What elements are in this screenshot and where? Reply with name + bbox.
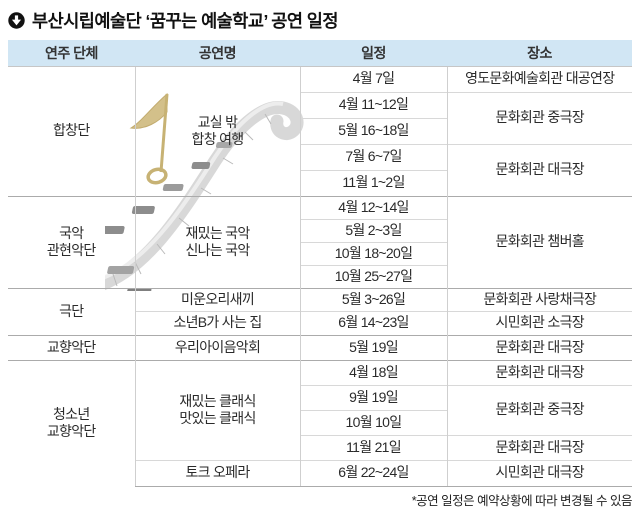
date-cell: 5월 16~18일 [299, 117, 447, 144]
date-cell: 6월 22~24일 [299, 459, 447, 487]
team-cell: 청소년 교향악단 [8, 359, 135, 486]
show-cell: 재밌는 국악 신나는 국악 [134, 195, 300, 288]
table-row: 토크 오페라 6월 22~24일 시민회관 대극장 [8, 459, 632, 487]
page-title-bar: 부산시립예술단 ‘꿈꾸는 예술학교’ 공연 일정 [8, 8, 339, 33]
venue-cell: 문화회관 대극장 [446, 143, 632, 196]
venue-cell: 시민회관 소극장 [446, 310, 632, 335]
date-cell: 11월 1~2일 [299, 169, 447, 196]
table-row: 9월 19일 문화회관 중극장 [8, 384, 632, 435]
table-row: 10월 10일 [8, 409, 632, 435]
show-cell: 재밌는 클래식 맛있는 클래식 [134, 359, 300, 460]
venue-cell: 문화회관 챔버홀 [446, 195, 632, 288]
date-cell: 10월 25~27일 [299, 264, 447, 288]
team-cell: 합창단 [8, 65, 135, 196]
page-title: 부산시립예술단 ‘꿈꾸는 예술학교’ 공연 일정 [32, 11, 339, 31]
venue-cell: 시민회관 대극장 [446, 459, 632, 487]
col-header-schedule: 일정 [300, 40, 447, 66]
table-row: 소년B가 사는 집 6월 14~23일 시민회관 소극장 [8, 310, 632, 335]
schedule-table: 연주 단체 공연명 일정 장소 합창단 교실 밖 합창 여행 4월 7일 영도문… [8, 40, 632, 487]
table-row: 11월 1~2일 [8, 169, 632, 196]
col-header-venue: 장소 [447, 40, 632, 66]
venue-cell: 문화회관 대극장 [446, 359, 632, 385]
table-row: 청소년 교향악단 재밌는 클래식 맛있는 클래식 4월 18일 문화회관 대극장 [8, 359, 632, 486]
date-cell: 10월 18~20일 [299, 241, 447, 265]
team-cell: 극단 [8, 287, 135, 335]
date-cell: 4월 7일 [299, 65, 447, 92]
date-cell: 4월 12~14일 [299, 195, 447, 219]
table-row: 5월 2~3일 [8, 218, 632, 242]
col-header-show: 공연명 [135, 40, 300, 66]
show-cell: 토크 오페라 [134, 459, 300, 487]
table-row: 합창단 교실 밖 합창 여행 4월 7일 영도문화예술회관 대공연장 [8, 65, 632, 196]
show-cell: 우리아이음악회 [134, 334, 300, 360]
show-cell: 교실 밖 합창 여행 [134, 65, 300, 196]
show-cell: 미운오리새끼 [134, 287, 300, 311]
table-row: 7월 6~7일 문화회관 대극장 [8, 143, 632, 196]
date-cell: 5월 2~3일 [299, 218, 447, 242]
date-cell: 7월 6~7일 [299, 143, 447, 170]
table-row: 5월 16~18일 [8, 117, 632, 144]
date-cell: 4월 18일 [299, 359, 447, 385]
venue-cell: 문화회관 대극장 [446, 434, 632, 460]
date-cell: 5월 19일 [299, 334, 447, 360]
table-header-row: 연주 단체 공연명 일정 장소 [8, 40, 632, 66]
circle-down-arrow-icon [8, 12, 25, 29]
table-row: 10월 18~20일 [8, 241, 632, 265]
table-row: 국악 관현악단 재밌는 국악 신나는 국악 4월 12~14일 문화회관 챔버홀 [8, 195, 632, 288]
venue-cell: 문화회관 대극장 [446, 334, 632, 360]
show-cell: 소년B가 사는 집 [134, 310, 300, 335]
footnote: *공연 일정은 예약상황에 따라 변경될 수 있음 [411, 494, 633, 508]
venue-cell: 문화회관 중극장 [446, 91, 632, 144]
table-row: 11월 21일 문화회관 대극장 [8, 434, 632, 460]
table-row: 4월 11~12일 문화회관 중극장 [8, 91, 632, 144]
table-row: 극단 미운오리새끼 5월 3~26일 문화회관 사랑채극장 [8, 287, 632, 335]
venue-cell: 영도문화예술회관 대공연장 [446, 65, 632, 92]
venue-cell: 문화회관 중극장 [446, 384, 632, 435]
date-cell: 10월 10일 [299, 409, 447, 435]
venue-cell: 문화회관 사랑채극장 [446, 287, 632, 311]
team-cell: 교향악단 [8, 334, 135, 360]
date-cell: 5월 3~26일 [299, 287, 447, 311]
table-row: 10월 25~27일 [8, 264, 632, 288]
table-row: 교향악단 우리아이음악회 5월 19일 문화회관 대극장 [8, 334, 632, 360]
date-cell: 4월 11~12일 [299, 91, 447, 118]
date-cell: 6월 14~23일 [299, 310, 447, 335]
date-cell: 11월 21일 [299, 434, 447, 460]
team-cell: 국악 관현악단 [8, 195, 135, 288]
col-header-team: 연주 단체 [8, 40, 135, 66]
date-cell: 9월 19일 [299, 384, 447, 410]
